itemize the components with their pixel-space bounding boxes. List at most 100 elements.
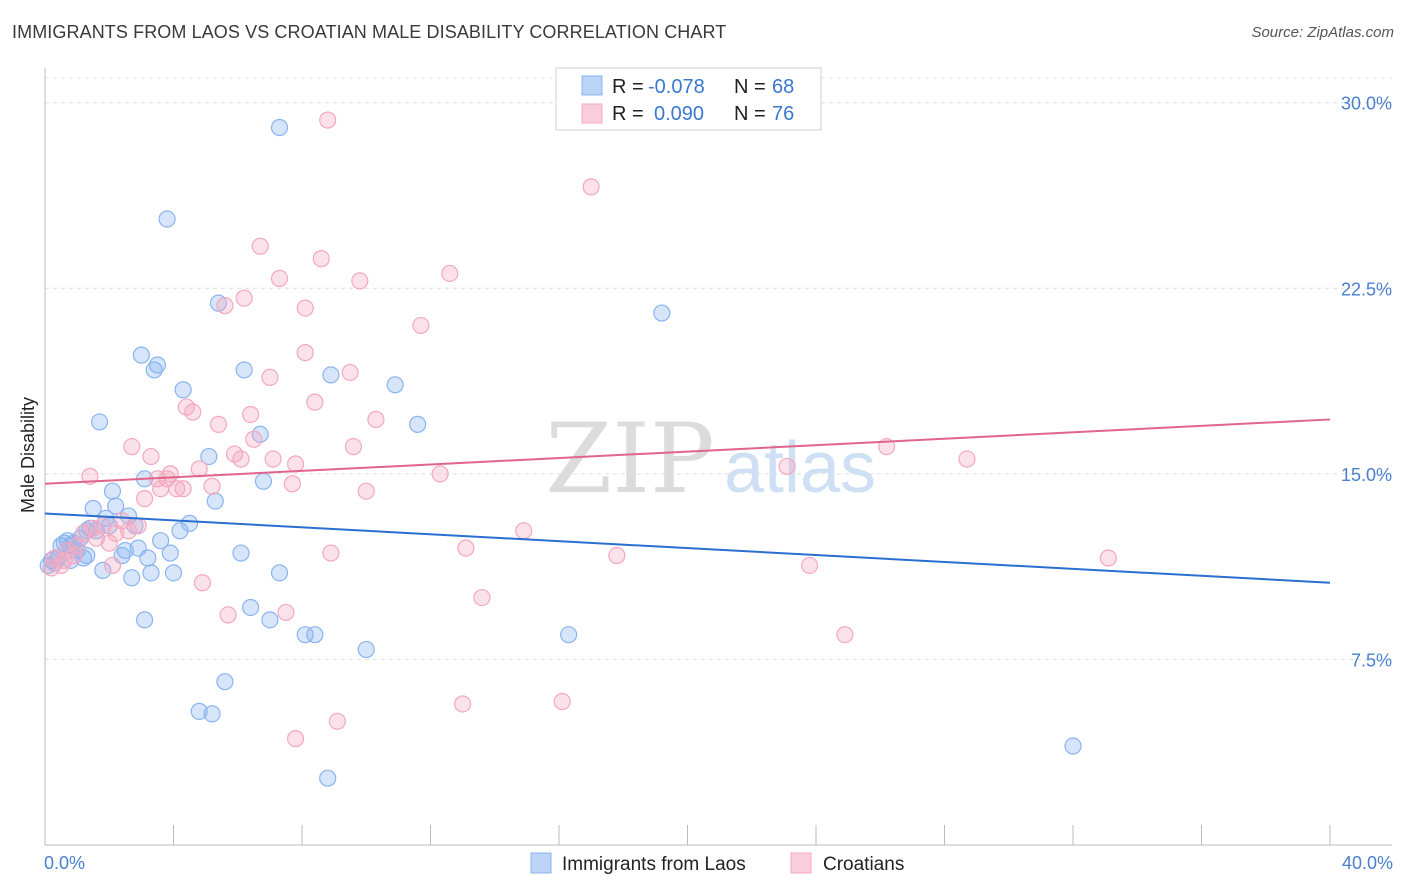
laos-point bbox=[123, 569, 141, 587]
laos-point bbox=[129, 539, 147, 557]
laos-point bbox=[142, 564, 160, 582]
croatian-point bbox=[65, 546, 83, 565]
laos-point bbox=[270, 564, 289, 582]
legend-box: R = -0.078 N = 68 R = 0.090 N = 76 bbox=[555, 67, 822, 131]
legend-r-value-laos: -0.078 bbox=[648, 76, 705, 98]
legend-r-label-croatians: R = bbox=[612, 103, 644, 125]
croatian-point bbox=[296, 299, 314, 317]
croatian-point bbox=[168, 480, 186, 498]
laos-point bbox=[135, 611, 154, 629]
laos-point bbox=[145, 361, 163, 379]
legend-r-value-croatians: 0.090 bbox=[654, 103, 704, 125]
laos-point bbox=[270, 118, 289, 137]
laos-point bbox=[409, 415, 427, 433]
croatian-point bbox=[190, 460, 208, 478]
croatian-point bbox=[103, 556, 122, 575]
laos-point bbox=[296, 626, 314, 644]
chart-source: Source: ZipAtlas.com bbox=[1251, 24, 1394, 41]
croatian-point bbox=[184, 403, 202, 421]
croatian-point bbox=[55, 551, 73, 570]
croatian-point bbox=[515, 522, 533, 540]
y-tick-label: 30.0% bbox=[1341, 94, 1392, 114]
croatian-point bbox=[608, 546, 626, 565]
legend-swatch-laos bbox=[581, 75, 603, 96]
laos-point bbox=[94, 561, 112, 579]
legend-n-value-croatians: 76 bbox=[772, 103, 794, 125]
croatian-point bbox=[242, 405, 260, 424]
laos-point bbox=[560, 626, 578, 644]
croatian-point bbox=[441, 264, 459, 283]
croatian-point bbox=[1099, 549, 1117, 567]
croatian-point bbox=[778, 457, 796, 476]
y-tick-label: 22.5% bbox=[1341, 279, 1392, 299]
laos-point bbox=[1064, 737, 1082, 755]
laos-point bbox=[91, 413, 109, 431]
bottom-legend-swatch-laos bbox=[530, 852, 552, 874]
croatian-point bbox=[161, 465, 179, 483]
legend-r-label-laos: R = bbox=[612, 76, 644, 98]
tick-labels: 7.5% 15.0% 22.5% 30.0% 0.0% 40.0% bbox=[44, 94, 1393, 873]
watermark-zip: ZIP bbox=[545, 403, 714, 515]
laos-point bbox=[180, 514, 199, 532]
laos-point bbox=[164, 564, 183, 582]
croatian-point bbox=[286, 730, 305, 748]
laos-point bbox=[216, 673, 234, 691]
laos-point bbox=[200, 447, 218, 466]
croatian-point bbox=[232, 450, 250, 468]
croatian-point bbox=[553, 692, 571, 711]
croatian-point bbox=[216, 297, 234, 315]
y-tick-label: 15.0% bbox=[1341, 465, 1392, 485]
croatian-point bbox=[235, 289, 253, 307]
trend-lines bbox=[44, 418, 1331, 584]
croatian-point bbox=[328, 712, 346, 730]
laos-point bbox=[235, 361, 253, 379]
laos-point bbox=[261, 611, 279, 629]
croatian-point bbox=[142, 447, 160, 466]
chart-title: IMMIGRANTS FROM LAOS VS CROATIAN MALE DI… bbox=[12, 22, 727, 42]
laos-point bbox=[132, 346, 150, 364]
croatian-point bbox=[277, 603, 295, 622]
laos-point bbox=[103, 482, 122, 500]
laos-point bbox=[232, 544, 250, 562]
croatian-point bbox=[52, 556, 70, 575]
croatian-point bbox=[322, 544, 340, 562]
laos-point bbox=[116, 541, 134, 560]
croatian-point bbox=[203, 477, 221, 495]
laos-point bbox=[203, 705, 221, 723]
laos-point bbox=[357, 640, 375, 659]
bottom-legend-label-croatians: Croatians bbox=[823, 854, 904, 875]
croatian-point bbox=[261, 368, 279, 386]
legend-n-label-laos: N = bbox=[734, 76, 766, 98]
croatian-point bbox=[319, 111, 337, 129]
laos-point bbox=[322, 366, 340, 384]
croatian-point bbox=[341, 363, 359, 382]
croatian-point bbox=[174, 480, 192, 498]
laos-point bbox=[152, 532, 170, 550]
croatian-point bbox=[286, 455, 305, 473]
croatian-point bbox=[582, 178, 600, 196]
croatian-point bbox=[100, 534, 118, 552]
croatian-point bbox=[306, 393, 324, 411]
croatian-point bbox=[344, 438, 362, 456]
croatian-point bbox=[123, 438, 141, 456]
croatian-point bbox=[119, 522, 138, 540]
legend-n-value-laos: 68 bbox=[772, 76, 794, 98]
croatian-point bbox=[135, 490, 154, 508]
croatian-trend-line bbox=[44, 418, 1331, 485]
axes bbox=[44, 68, 1392, 846]
y-tick-label: 7.5% bbox=[1351, 650, 1392, 670]
croatian-point bbox=[270, 269, 289, 288]
croatian-point bbox=[958, 450, 976, 468]
legend-n-label-croatians: N = bbox=[734, 103, 766, 125]
watermark-atlas: atlas bbox=[724, 428, 876, 508]
croatian-point bbox=[454, 695, 472, 713]
croatian-point bbox=[264, 450, 282, 468]
legend-swatch-croatians bbox=[581, 103, 603, 124]
x-tick-label: 0.0% bbox=[44, 853, 85, 873]
bottom-legend-label-laos: Immigrants from Laos bbox=[562, 854, 746, 875]
laos-point bbox=[158, 210, 176, 228]
croatian-point bbox=[473, 588, 491, 607]
croatian-point bbox=[296, 344, 314, 362]
laos-point bbox=[242, 598, 260, 617]
croatian-point bbox=[367, 410, 385, 429]
